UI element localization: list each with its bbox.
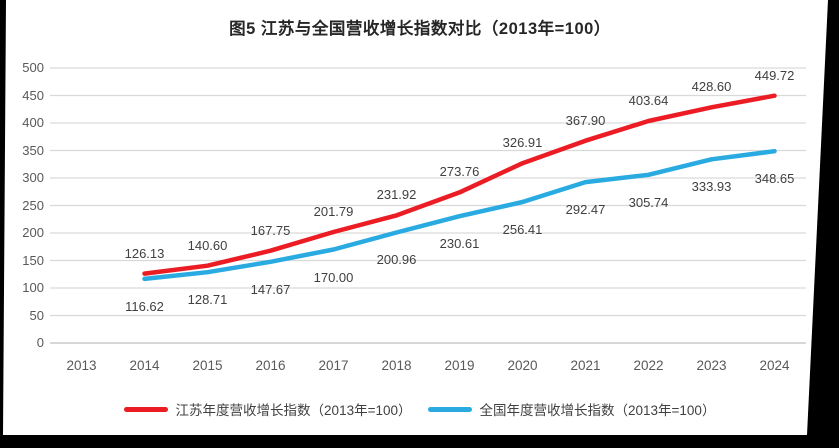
data-label: 305.74 (628, 194, 669, 210)
data-label: 256.41 (502, 221, 543, 237)
data-label: 428.60 (691, 79, 732, 95)
data-label: 403.64 (628, 92, 669, 108)
data-label: 333.93 (691, 179, 732, 195)
x-axis-tick-label: 2021 (570, 358, 601, 373)
x-axis-tick-label: 2016 (255, 358, 286, 373)
legend: 江苏年度营收增长指数（2013年=100） 全国年度营收增长指数（2013年=1… (3, 399, 828, 419)
data-label: 167.75 (250, 222, 291, 238)
x-axis-tick-label: 2014 (129, 358, 160, 373)
y-axis-tick-label: 300 (22, 170, 44, 185)
data-label: 201.79 (313, 204, 354, 219)
y-axis-tick-label: 450 (22, 87, 44, 103)
y-axis-tick-label: 0 (36, 335, 44, 350)
data-label: 367.90 (565, 112, 606, 128)
y-axis-tick-label: 500 (22, 60, 44, 75)
y-axis-tick-label: 50 (29, 307, 44, 323)
y-axis-tick-label: 400 (22, 115, 44, 130)
data-label: 200.96 (376, 252, 417, 268)
x-axis-tick-label: 2017 (318, 358, 349, 373)
x-axis-tick-label: 2024 (759, 358, 790, 373)
data-label: 348.65 (754, 171, 795, 187)
x-axis-tick-label: 2023 (696, 358, 727, 373)
data-label: 231.92 (376, 187, 417, 203)
data-label: 128.71 (187, 292, 228, 308)
x-axis-tick-label: 2022 (633, 358, 664, 373)
x-axis-tick-label: 2019 (444, 358, 475, 373)
data-label: 140.60 (187, 237, 228, 253)
legend-item-jiangsu: 江苏年度营收增长指数（2013年=100） (123, 399, 412, 419)
y-axis-tick-label: 250 (22, 197, 44, 213)
national-line-swatch-icon (427, 406, 472, 412)
data-label: 170.00 (313, 269, 354, 285)
chart-title: 图5 江苏与全国营收增长指数对比（2013年=100） (229, 20, 611, 38)
data-label: 126.13 (124, 245, 165, 261)
y-axis-tick-label: 100 (22, 280, 44, 295)
legend-item-national: 全国年度营收增长指数（2013年=100） (427, 399, 716, 419)
x-axis-tick-label: 2015 (192, 358, 223, 373)
data-label: 147.67 (250, 281, 291, 297)
data-label: 230.61 (439, 236, 480, 252)
data-label: 116.62 (125, 298, 164, 314)
jiangsu-line-swatch-icon (123, 406, 168, 412)
y-axis-tick-label: 150 (22, 252, 44, 268)
legend-label-national: 全国年度营收增长指数（2013年=100） (479, 403, 716, 418)
data-label: 292.47 (565, 202, 606, 218)
jiangsu-series-line (142, 93, 777, 276)
x-axis-tick-label: 2013 (66, 358, 97, 373)
x-axis-tick-label: 2018 (381, 358, 412, 373)
y-axis-tick-label: 200 (22, 225, 44, 240)
data-label: 326.91 (502, 135, 543, 151)
x-axis-tick-label: 2020 (507, 358, 538, 373)
national-series-line (142, 148, 777, 282)
data-label: 449.72 (754, 67, 795, 83)
y-axis-tick-label: 350 (22, 142, 44, 158)
data-label: 273.76 (439, 164, 480, 180)
legend-label-jiangsu: 江苏年度营收增长指数（2013年=100） (175, 403, 412, 418)
